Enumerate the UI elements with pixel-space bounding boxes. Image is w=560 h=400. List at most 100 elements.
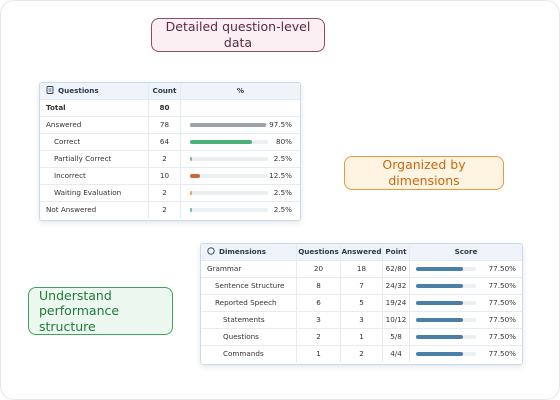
questions-table: Questions Count% Total 80 Answered 78 97.5% Cor…	[39, 82, 301, 221]
bar-track	[416, 318, 476, 322]
questions: 20	[296, 261, 340, 277]
questions: 8	[296, 278, 340, 294]
row-label: Answered	[46, 120, 82, 129]
point: 5/8	[382, 329, 409, 345]
column-header: Point	[382, 244, 409, 260]
row-label: Reported Speech	[215, 298, 277, 307]
callout-text: Understand performance structure	[39, 287, 120, 334]
count: 2	[148, 185, 180, 201]
bar	[416, 335, 463, 339]
percent-label: 80%	[276, 137, 292, 146]
score-cell: 77.50%	[409, 261, 522, 277]
header-icon	[207, 247, 215, 255]
point: 4/4	[382, 346, 409, 362]
score-label: 77.50%	[488, 315, 516, 324]
table-row: Sentence Structure 8 7 24/32 77.50%	[201, 278, 522, 295]
score-label: 77.50%	[488, 281, 516, 290]
table-row: Statements 3 3 10/12 77.50%	[201, 312, 522, 329]
callout: Detailed question-level data	[151, 18, 325, 52]
score-cell: 77.50%	[409, 295, 522, 311]
table-row: Not Answered 2 2.5%	[40, 202, 300, 219]
callout: Organized by dimensions	[344, 156, 504, 190]
row-label: Total	[46, 103, 66, 112]
bar	[416, 318, 463, 322]
row-label: Correct	[54, 137, 81, 146]
percent-cell	[180, 100, 300, 116]
percent-cell: 2.5%	[180, 202, 300, 218]
bar-track	[416, 267, 476, 271]
callout: Understand performance structure	[28, 287, 173, 335]
header-row: Questions Count%	[40, 83, 300, 100]
table-row: Reported Speech 6 5 19/24 77.50%	[201, 295, 522, 312]
percent-cell: 2.5%	[180, 151, 300, 167]
bar	[190, 157, 192, 161]
score-cell: 77.50%	[409, 346, 522, 362]
bar	[416, 352, 463, 356]
score-label: 77.50%	[488, 298, 516, 307]
questions: 2	[296, 329, 340, 345]
column-header: Questions	[296, 244, 340, 260]
bar-track	[190, 123, 268, 127]
table-row: Incorrect 10 12.5%	[40, 168, 300, 185]
dimensions-table: Dimensions Questions Answered Point Score Gra…	[200, 243, 523, 365]
column-header: Score	[409, 244, 522, 260]
bar	[190, 191, 192, 195]
table-row: Correct 64 80%	[40, 134, 300, 151]
column-header: Count	[148, 83, 180, 99]
bar	[190, 123, 267, 127]
bar	[190, 174, 200, 178]
count: 80	[148, 100, 180, 116]
column-header: %	[180, 83, 300, 99]
row-label: Waiting Evaluation	[54, 188, 122, 197]
score-cell: 77.50%	[409, 278, 522, 294]
percent-label: 2.5%	[273, 188, 292, 197]
row-label: Grammar	[207, 264, 242, 273]
column-header: Dimensions	[201, 244, 296, 260]
row-label: Questions	[223, 332, 259, 341]
questions: 3	[296, 312, 340, 328]
point: 24/32	[382, 278, 409, 294]
answered: 2	[340, 346, 382, 362]
bar	[190, 208, 192, 212]
score-label: 77.50%	[488, 349, 516, 358]
table-row: Answered 78 97.5%	[40, 117, 300, 134]
bar	[190, 140, 253, 144]
bar-track	[416, 352, 476, 356]
header-icon	[46, 86, 54, 94]
score-cell: 77.50%	[409, 312, 522, 328]
table-row: Waiting Evaluation 2 2.5%	[40, 185, 300, 202]
count: 64	[148, 134, 180, 150]
percent-label: 2.5%	[273, 154, 292, 163]
count: 10	[148, 168, 180, 184]
header-row: Dimensions Questions Answered Point Score	[201, 244, 522, 261]
answered: 18	[340, 261, 382, 277]
percent-label: 2.5%	[273, 205, 292, 214]
column-header: Questions	[40, 83, 148, 99]
score-cell: 77.50%	[409, 329, 522, 345]
questions: 1	[296, 346, 340, 362]
row-label: Partially Correct	[54, 154, 112, 163]
bar-track	[190, 157, 268, 161]
bar	[416, 301, 463, 305]
count: 2	[148, 151, 180, 167]
percent-cell: 2.5%	[180, 185, 300, 201]
answered: 5	[340, 295, 382, 311]
point: 62/80	[382, 261, 409, 277]
answered: 3	[340, 312, 382, 328]
percent-label: 12.5%	[269, 171, 292, 180]
table-row: Commands 1 2 4/4 77.50%	[201, 346, 522, 363]
bar-track	[190, 208, 268, 212]
row-label: Statements	[223, 315, 265, 324]
row-label: Commands	[223, 349, 264, 358]
answered: 7	[340, 278, 382, 294]
count: 78	[148, 117, 180, 133]
score-label: 77.50%	[488, 332, 516, 341]
table-row: Total 80	[40, 100, 300, 117]
bar-track	[190, 140, 268, 144]
point: 10/12	[382, 312, 409, 328]
questions: 6	[296, 295, 340, 311]
bar-track	[190, 191, 268, 195]
answered: 1	[340, 329, 382, 345]
percent-cell: 12.5%	[180, 168, 300, 184]
